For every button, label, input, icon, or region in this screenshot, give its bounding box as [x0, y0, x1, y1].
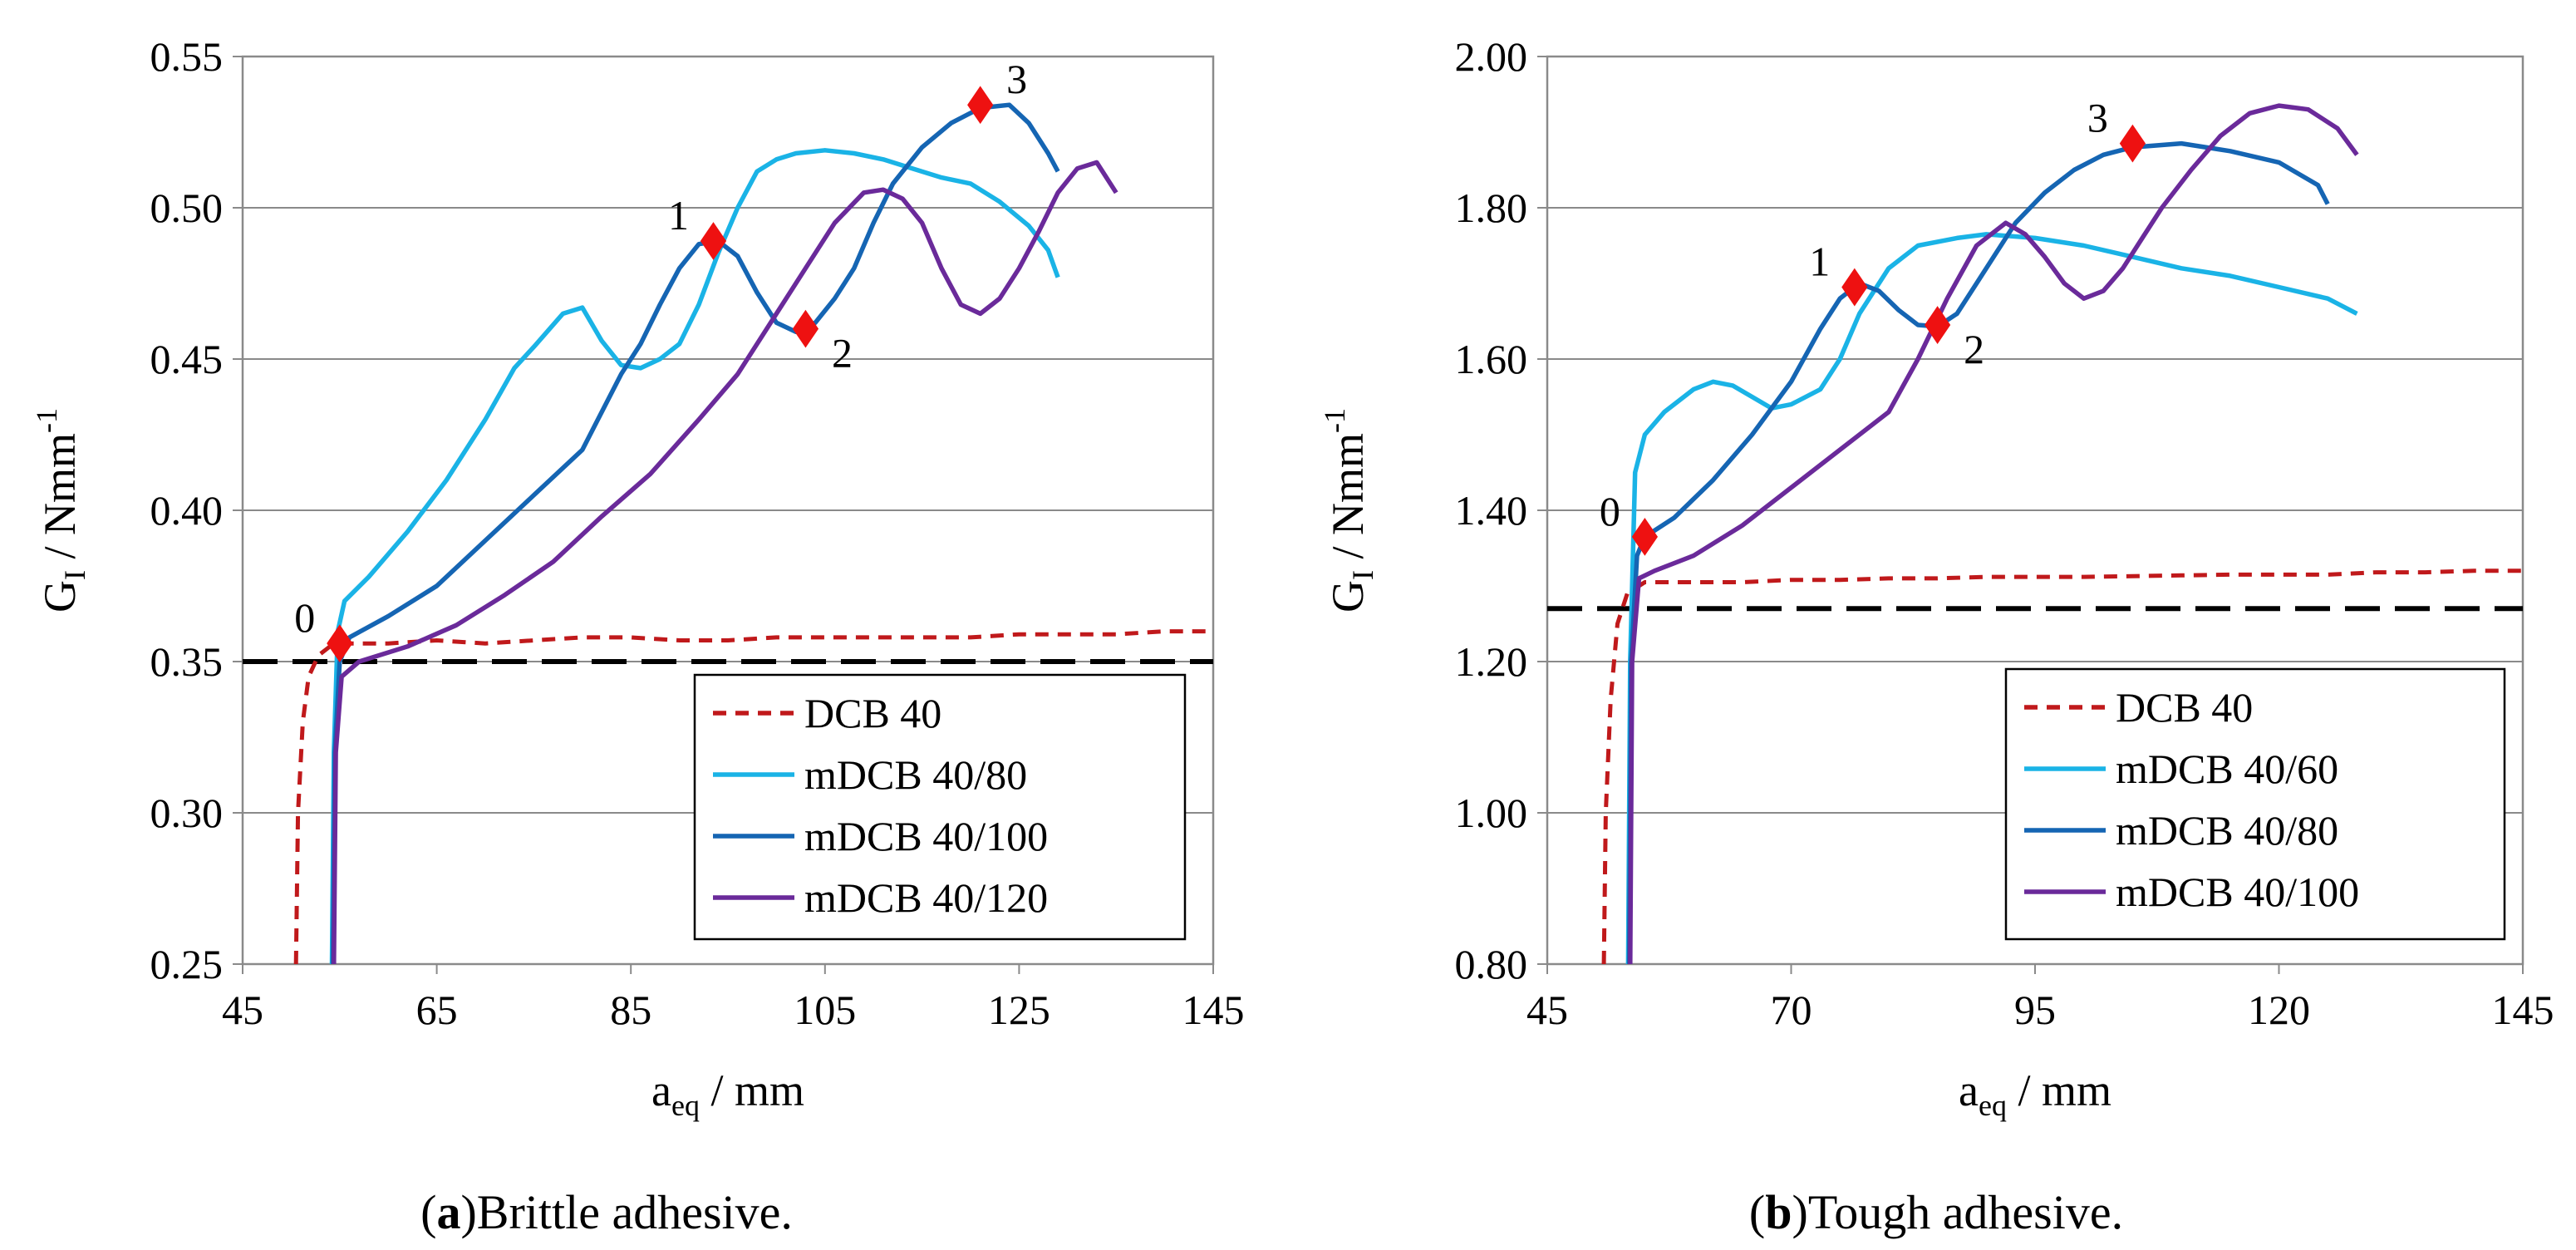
legend-box — [693, 673, 1187, 941]
panel-caption: (a)Brittle adhesive. — [420, 1185, 793, 1239]
caption-text: Brittle adhesive. — [477, 1185, 793, 1239]
legend-entry: DCB 40 — [2116, 684, 2253, 731]
legend-entry: mDCB 40/100 — [2116, 869, 2359, 915]
y-axis-label: GI / Nmm-1 — [30, 408, 91, 613]
series-line-mdcb-40-60 — [1625, 232, 2358, 965]
marker-diamond — [1631, 517, 1659, 556]
y-tick-label: 0.80 — [1455, 941, 1528, 987]
series-line-mdcb-40-120 — [332, 160, 1118, 965]
series-line-dcb-40 — [1601, 568, 2523, 965]
y-tick-label: 1.20 — [1455, 638, 1528, 685]
legend-entry: mDCB 40/80 — [2116, 807, 2338, 854]
marker-label: 2 — [832, 330, 853, 376]
y-axis-subscript: I — [58, 570, 91, 580]
series-line-mdcb-40-100 — [330, 102, 1060, 965]
y-tick-label: 1.40 — [1455, 487, 1528, 534]
caption-text: Tough adhesive. — [1808, 1185, 2123, 1239]
marker-label: 0 — [294, 594, 315, 641]
y-axis-superscript: -1 — [1318, 408, 1351, 433]
y-axis-unit: / Nmm — [35, 433, 85, 570]
caption-open-paren: ( — [1749, 1185, 1765, 1239]
y-tick-label: 1.00 — [1455, 790, 1528, 836]
x-axis-subscript: eq — [671, 1089, 700, 1122]
marker-diamond — [2119, 124, 2146, 163]
x-tick-label: 45 — [1526, 987, 1568, 1033]
y-tick-label: 0.40 — [150, 487, 224, 534]
x-axis-label: aeq / mm — [651, 1065, 804, 1122]
series-line-mdcb-40-80 — [329, 148, 1060, 965]
x-axis-subscript: eq — [1979, 1089, 2007, 1122]
y-axis-symbol: G — [1323, 580, 1373, 613]
y-axis-subscript: I — [1346, 570, 1379, 580]
series-line-dcb-40 — [293, 629, 1213, 965]
caption-letter: b — [1765, 1185, 1792, 1239]
x-axis-label: aeq / mm — [1959, 1065, 2111, 1122]
marker-label: 3 — [1006, 56, 1027, 102]
marker-diamond — [792, 309, 819, 348]
x-tick-label: 125 — [988, 987, 1050, 1033]
legend-box — [2004, 667, 2506, 941]
y-axis-symbol: G — [35, 580, 85, 613]
marker-diamond — [327, 624, 353, 663]
y-tick-label: 0.45 — [150, 336, 224, 382]
y-tick-label: 0.25 — [150, 941, 224, 987]
marker-diamond — [1841, 268, 1868, 307]
caption-open-paren: ( — [420, 1185, 436, 1239]
legend-entry: mDCB 40/100 — [804, 813, 1048, 859]
x-tick-label: 65 — [416, 987, 458, 1033]
chart-panel-a: 0.25 0.30 0.35 0.40 0.45 0.50 0.55 45 65 85 105 125… — [30, 33, 1245, 1239]
marker-diamond — [1924, 306, 1951, 344]
x-axis-symbol: a — [651, 1065, 671, 1115]
legend-entry: DCB 40 — [804, 690, 941, 736]
y-axis-superscript: -1 — [30, 408, 63, 433]
x-axis-unit: / mm — [700, 1065, 804, 1115]
marker-label: 0 — [1600, 488, 1620, 534]
x-tick-label: 85 — [610, 987, 651, 1033]
y-axis-label: GI / Nmm-1 — [1318, 408, 1379, 613]
legend-entry: mDCB 40/120 — [804, 874, 1048, 921]
x-tick-label: 70 — [1771, 987, 1812, 1033]
plot-frame — [1546, 55, 2524, 966]
x-tick-label: 120 — [2248, 987, 2310, 1033]
y-tick-label: 0.55 — [150, 33, 224, 80]
legend-entry: mDCB 40/80 — [804, 751, 1027, 798]
y-tick-label: 1.60 — [1455, 336, 1528, 382]
marker-label: 1 — [668, 192, 689, 239]
y-tick-label: 0.50 — [150, 185, 224, 231]
marker-label: 2 — [1964, 326, 1984, 372]
caption-close-paren: ) — [460, 1185, 476, 1239]
x-axis-unit: / mm — [2007, 1065, 2111, 1115]
caption-close-paren: ) — [1792, 1185, 1807, 1239]
x-tick-label: 145 — [2492, 987, 2554, 1033]
marker-diamond — [967, 86, 994, 125]
y-tick-label: 2.00 — [1455, 33, 1528, 80]
y-tick-label: 0.30 — [150, 790, 224, 836]
x-tick-label: 105 — [794, 987, 856, 1033]
x-axis-symbol: a — [1959, 1065, 1979, 1115]
x-tick-label: 145 — [1182, 987, 1245, 1033]
series-line-mdcb-40-100 — [1628, 103, 2359, 965]
x-tick-label: 95 — [2014, 987, 2056, 1033]
legend-entry: mDCB 40/60 — [2116, 746, 2338, 792]
panel-caption: (b)Tough adhesive. — [1749, 1185, 2123, 1239]
plot-frame — [241, 55, 1215, 966]
x-tick-label: 45 — [222, 987, 263, 1033]
y-axis-unit: / Nmm — [1323, 433, 1373, 570]
marker-label: 3 — [2087, 95, 2108, 141]
y-tick-label: 0.35 — [150, 638, 224, 685]
marker-diamond — [700, 222, 727, 260]
marker-label: 1 — [1809, 239, 1830, 285]
caption-letter: a — [436, 1185, 460, 1239]
y-tick-label: 1.80 — [1455, 185, 1528, 231]
